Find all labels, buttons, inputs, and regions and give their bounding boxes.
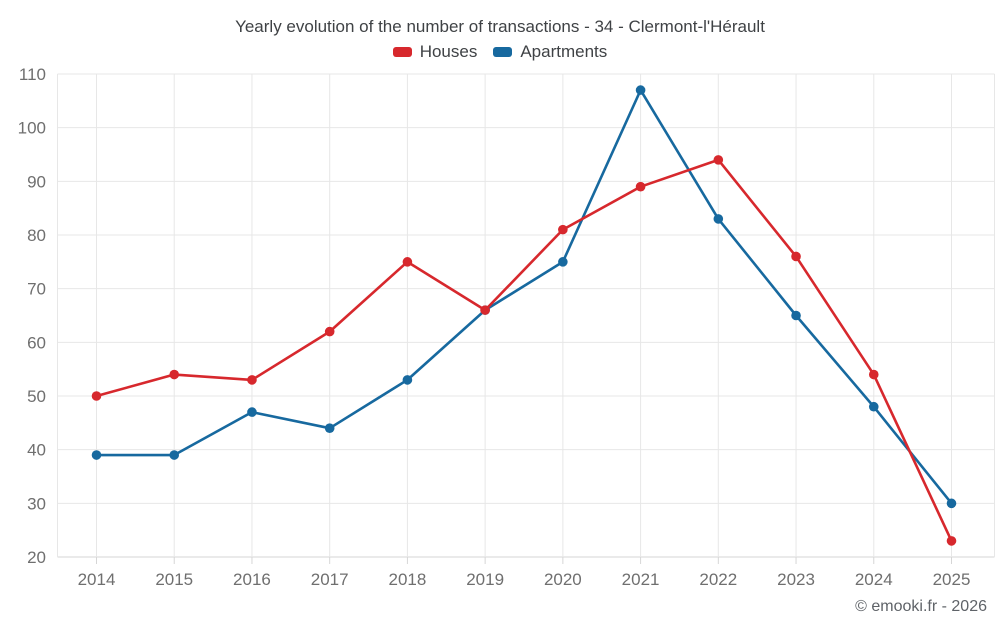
x-axis-tick-label: 2019 — [466, 570, 504, 589]
x-axis-tick-label: 2021 — [622, 570, 660, 589]
legend-swatch-apartments — [493, 47, 513, 57]
x-axis-tick-label: 2015 — [155, 570, 193, 589]
y-axis-tick-label: 80 — [27, 226, 46, 245]
data-point-houses-2020[interactable] — [558, 224, 568, 235]
legend-item-apartments[interactable]: Apartments — [493, 42, 607, 62]
y-axis-tick-label: 20 — [27, 548, 46, 567]
y-axis-tick-label: 100 — [18, 119, 46, 138]
y-axis-tick-label: 70 — [27, 280, 46, 299]
legend-item-houses[interactable]: Houses — [392, 42, 478, 62]
copyright-footer: © emooki.fr - 2026 — [855, 598, 987, 615]
data-point-apartments-2025[interactable] — [946, 498, 957, 509]
data-point-apartments-2015[interactable] — [169, 450, 180, 460]
data-point-houses-2024[interactable] — [868, 369, 879, 380]
data-point-houses-2017[interactable] — [324, 326, 335, 337]
data-point-houses-2021[interactable] — [635, 181, 646, 192]
data-point-apartments-2020[interactable] — [558, 257, 568, 267]
data-point-houses-2014[interactable] — [91, 391, 102, 401]
x-axis-tick-label: 2020 — [544, 570, 582, 589]
y-axis-tick-label: 40 — [27, 441, 46, 460]
x-axis-tick-label: 2025 — [933, 570, 971, 589]
y-axis-tick-label: 60 — [27, 333, 46, 352]
data-point-houses-2015[interactable] — [169, 369, 180, 380]
legend-swatch-houses — [392, 47, 412, 57]
x-axis-tick-label: 2017 — [311, 570, 349, 589]
y-axis-tick-label: 50 — [27, 387, 46, 406]
data-point-houses-2023[interactable] — [791, 251, 801, 262]
data-point-apartments-2017[interactable] — [324, 423, 335, 434]
chart-legend: Houses Apartments — [0, 42, 1000, 62]
x-axis-tick-label: 2018 — [388, 570, 426, 589]
x-axis-tick-label: 2022 — [699, 570, 737, 589]
data-point-apartments-2021[interactable] — [635, 85, 646, 95]
data-point-apartments-2016[interactable] — [247, 407, 257, 417]
data-point-houses-2016[interactable] — [247, 375, 257, 385]
chart-title: Yearly evolution of the number of transa… — [235, 17, 765, 36]
series-line-apartments — [95, 88, 953, 505]
legend-label-apartments: Apartments — [520, 42, 608, 61]
x-axis-tick-label: 2024 — [855, 570, 893, 589]
data-point-houses-2022[interactable] — [713, 155, 724, 165]
legend-label-houses: Houses — [419, 42, 478, 61]
x-axis-tick-label: 2014 — [78, 570, 116, 589]
data-point-houses-2019[interactable] — [480, 305, 490, 315]
x-axis-tick-label: 2016 — [233, 570, 271, 589]
data-point-apartments-2014[interactable] — [91, 450, 102, 460]
y-axis-tick-label: 90 — [27, 172, 46, 191]
data-point-houses-2025[interactable] — [946, 536, 957, 546]
data-point-apartments-2024[interactable] — [868, 401, 879, 412]
data-point-apartments-2022[interactable] — [713, 214, 724, 224]
data-point-houses-2018[interactable] — [402, 257, 413, 267]
data-point-apartments-2018[interactable] — [402, 375, 413, 385]
y-axis-tick-label: 110 — [19, 65, 46, 84]
x-axis-tick-label: 2023 — [777, 570, 815, 589]
y-axis-tick-label: 30 — [27, 494, 46, 513]
series-line-houses — [95, 158, 953, 543]
data-point-apartments-2023[interactable] — [791, 310, 801, 321]
